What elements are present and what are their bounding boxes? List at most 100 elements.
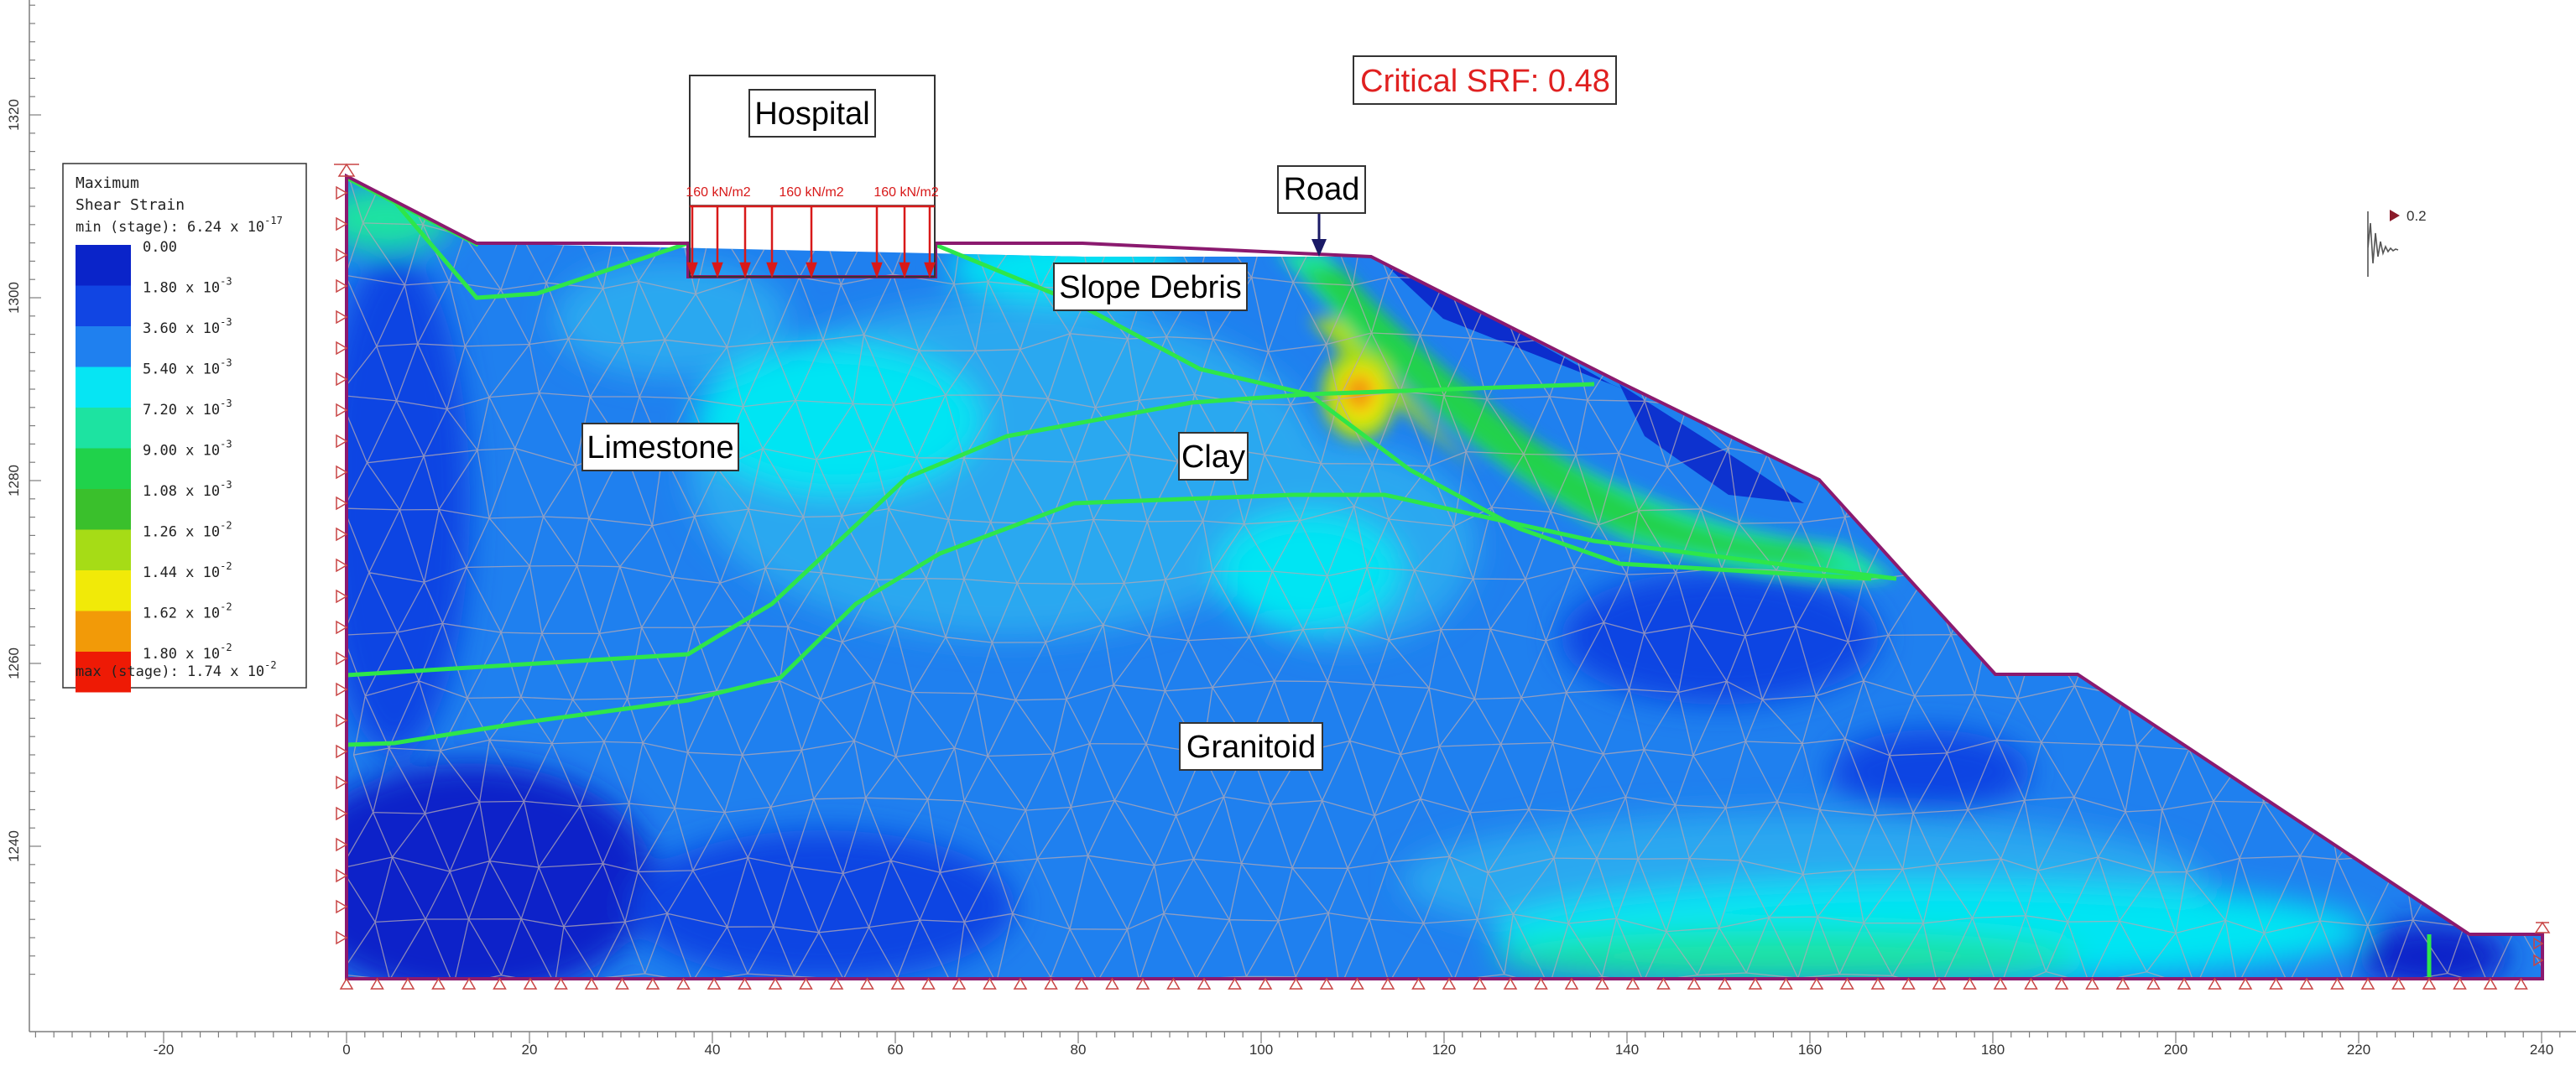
roller-support [983, 977, 997, 990]
x-tick-label: -20 [154, 1042, 175, 1058]
svg-text:1.44 x 10-2: 1.44 x 10-2 [143, 560, 232, 581]
roller-support [336, 837, 348, 852]
seismic-load-indicator: 0.2 [2367, 208, 2427, 277]
legend-max-exponent: -2 [264, 659, 276, 671]
bottom-boundary-supports [339, 977, 2528, 990]
roller-support [336, 372, 348, 387]
legend-exponent: -3 [220, 439, 232, 450]
svg-text:1.26 x 10-2: 1.26 x 10-2 [143, 520, 232, 541]
x-axis-tick-labels: -20 0 20 40 60 80 100 120 140 160 180 200 220 240 [154, 1042, 2553, 1058]
legend-max-label: max (stage): 1.74 x 10 [76, 663, 264, 680]
svg-text:max (stage): 1.74 x 10-2: max (stage): 1.74 x 10-2 [76, 659, 277, 680]
x-tick-label: 60 [888, 1042, 904, 1058]
load-labels: 160 kN/m2 160 kN/m2 160 kN/m2 [686, 185, 938, 200]
legend-min-label: min (stage): 6.24 x 10 [76, 219, 264, 236]
legend-value: 1.62 x 10 [143, 606, 220, 622]
roller-support [2146, 977, 2161, 990]
limestone-label: Limestone [587, 430, 733, 465]
roller-support [336, 713, 348, 728]
roller-support [2391, 977, 2406, 990]
svg-text:1.08 x 10-3: 1.08 x 10-3 [143, 479, 232, 500]
x-tick-label: 40 [705, 1042, 721, 1058]
roller-support [1809, 977, 1824, 990]
material-labels: Hospital Road Slope Debris Limestone Cla… [581, 89, 1366, 771]
roller-support [1380, 977, 1395, 990]
roller-support [336, 775, 348, 790]
x-tick-label: 200 [2164, 1042, 2188, 1058]
roller-support [336, 341, 348, 356]
legend-value: 1.80 x 10 [143, 280, 220, 297]
roller-support [336, 496, 348, 511]
roller-support [2422, 977, 2437, 990]
legend-swatch [76, 489, 131, 530]
roller-support [2177, 977, 2192, 990]
roller-support [2024, 977, 2038, 990]
roller-support [768, 977, 783, 990]
roller-support [1840, 977, 1854, 990]
y-axis-tick-labels: 1320 1300 1280 1260 1240 [6, 99, 22, 862]
legend-exponent: -3 [220, 398, 232, 409]
roller-support [1411, 977, 1426, 990]
svg-text:1.80 x 10-3: 1.80 x 10-3 [143, 276, 232, 297]
roller-support [1687, 977, 1702, 990]
roller-support [707, 977, 722, 990]
roller-support [645, 977, 660, 990]
roller-support [336, 744, 348, 759]
legend-exponent: -3 [220, 276, 232, 288]
roller-support [2269, 977, 2283, 990]
legend-value: 3.60 x 10 [143, 320, 220, 337]
roller-support [584, 977, 599, 990]
roller-support [336, 651, 348, 666]
roller-support [493, 977, 507, 990]
distributed-load-arrows [686, 205, 936, 278]
roller-support [336, 620, 348, 635]
roller-support [400, 977, 415, 990]
roller-support [461, 977, 477, 990]
roller-support [2054, 977, 2069, 990]
legend-exponent: -2 [220, 601, 232, 613]
legend-value: 1.80 x 10 [143, 646, 220, 663]
legend-exponent: -2 [220, 642, 232, 653]
right-boundary-supports [2533, 921, 2551, 967]
roller-support [1473, 977, 1487, 990]
legend-swatch [76, 570, 131, 611]
legend-value: 7.20 x 10 [143, 402, 220, 419]
roller-support [1442, 977, 1457, 990]
axes [29, 0, 2576, 1043]
roller-support [2453, 977, 2467, 990]
roller-support [1105, 977, 1119, 990]
legend-swatch [76, 408, 131, 449]
legend-value: 1.26 x 10 [143, 524, 220, 541]
roller-support [1228, 977, 1242, 990]
legend-swatch [76, 285, 131, 326]
roller-support [336, 930, 348, 945]
x-tick-label: 240 [2530, 1042, 2553, 1058]
roller-support [1932, 977, 1947, 990]
legend-exponent: -2 [220, 520, 232, 532]
roller-support [336, 309, 348, 325]
hospital-label: Hospital [754, 96, 869, 132]
legend-value: 5.40 x 10 [143, 361, 220, 378]
critical-srf-box: Critical SRF: 0.48 [1353, 55, 1617, 105]
svg-text:1.62 x 10-2: 1.62 x 10-2 [143, 601, 232, 622]
material-boundaries [345, 175, 2432, 979]
legend-swatch [76, 652, 131, 693]
roller-support [370, 977, 384, 990]
roller-support [2208, 977, 2222, 990]
roller-support [1564, 977, 1579, 990]
roller-support [1319, 977, 1334, 990]
roller-support [2238, 977, 2253, 990]
roller-support [799, 977, 813, 990]
critical-srf-label: Critical SRF: 0.48 [1360, 64, 1610, 99]
road-label: Road [1284, 172, 1360, 207]
legend-value: 1.08 x 10 [143, 483, 220, 500]
legend-swatch [76, 448, 131, 489]
roller-support [1350, 977, 1364, 990]
roller-support [336, 527, 348, 542]
legend-title-line1: Maximum [76, 174, 139, 192]
roller-support [431, 977, 446, 990]
roller-support [2330, 977, 2344, 990]
x-tick-label: 220 [2347, 1042, 2370, 1058]
roller-support [336, 558, 348, 573]
